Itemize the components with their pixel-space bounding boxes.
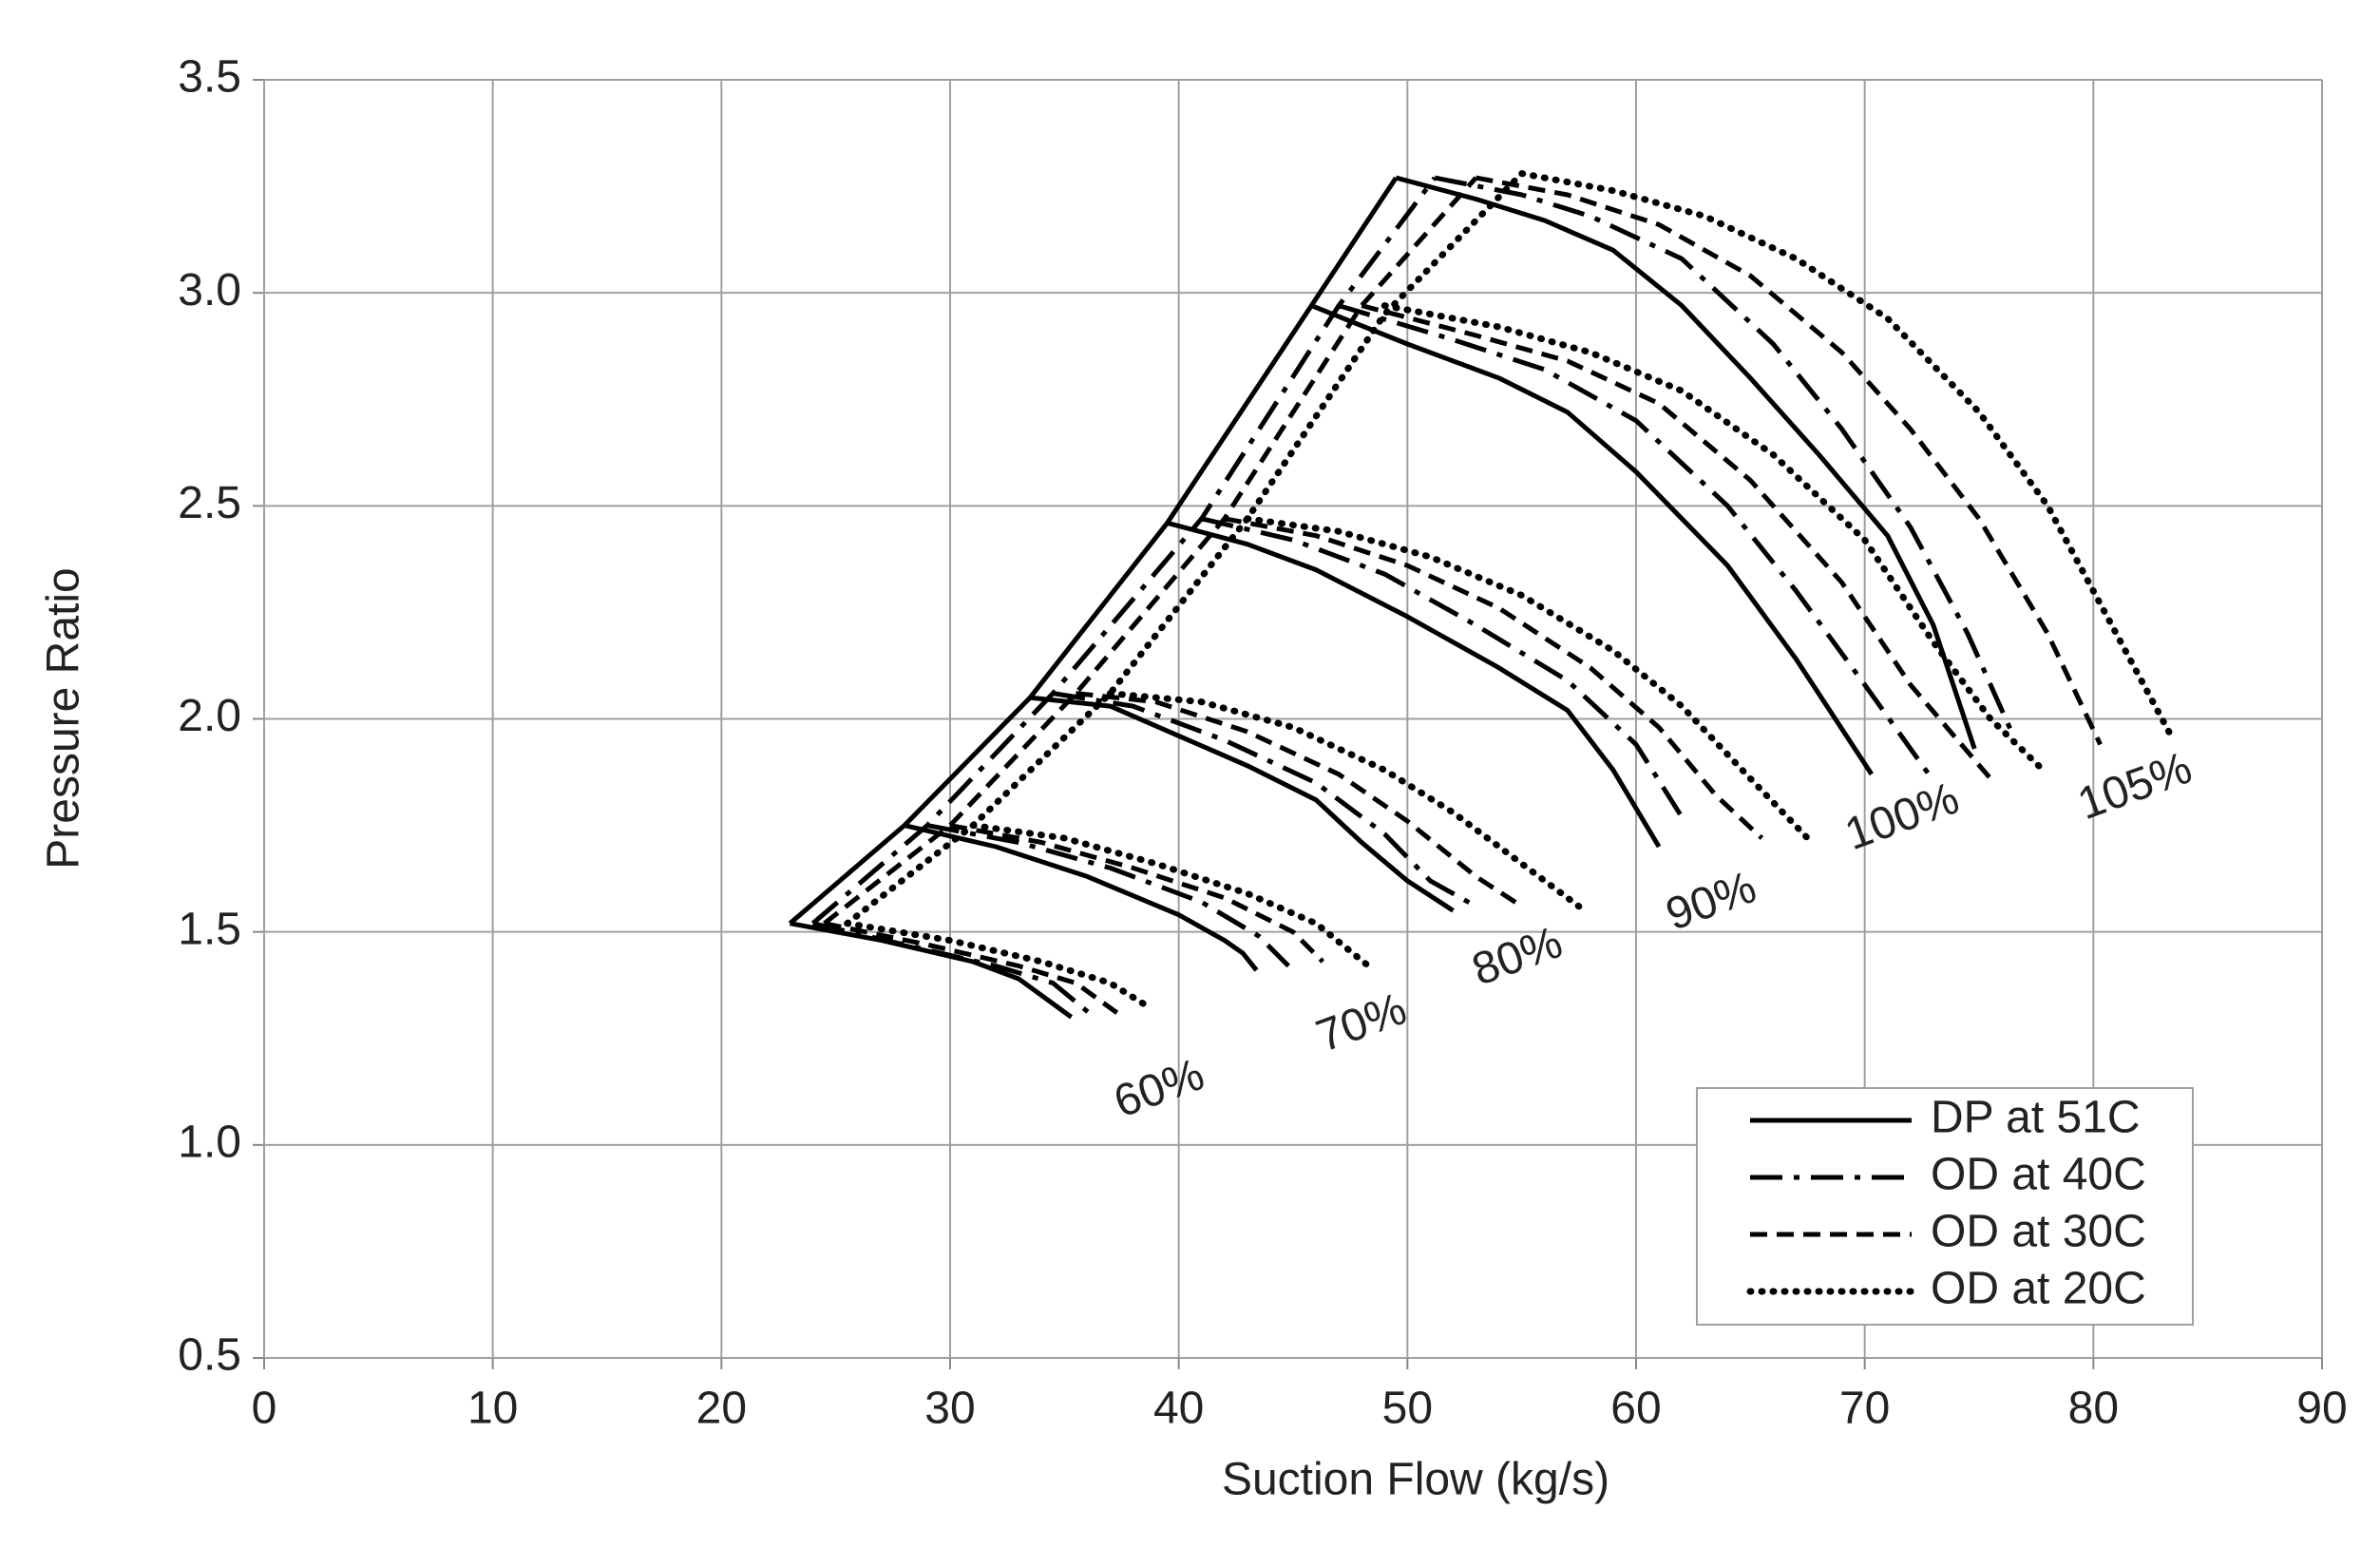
x-axis-label: Suction Flow (kg/s): [1222, 1455, 1609, 1505]
speed-annotation: 100%: [1838, 773, 1965, 860]
y-tick-label: 2.5: [178, 478, 241, 528]
series-line: [823, 175, 2103, 1015]
x-tick-label: 20: [696, 1384, 747, 1434]
legend-label: OD at 40C: [1931, 1150, 2146, 1200]
legend-label: OD at 30C: [1931, 1207, 2146, 1257]
y-axis-label: Pressure Ratio: [39, 567, 89, 869]
legend-label: OD at 20C: [1931, 1264, 2146, 1314]
speed-annotation: 80%: [1466, 917, 1569, 996]
y-tick-label: 3.5: [178, 52, 241, 103]
y-tick-label: 1.0: [178, 1118, 241, 1168]
x-tick-label: 40: [1153, 1384, 1204, 1434]
x-tick-label: 50: [1382, 1384, 1433, 1434]
x-tick-label: 60: [1610, 1384, 1661, 1434]
speed-annotation: 90%: [1660, 862, 1762, 941]
series-line: [788, 175, 1977, 1020]
y-tick-label: 0.5: [178, 1330, 241, 1381]
x-tick-label: 30: [924, 1384, 975, 1434]
x-tick-label: 0: [252, 1384, 277, 1434]
series-line: [844, 170, 2178, 1012]
y-tick-label: 2.0: [178, 691, 241, 741]
legend-box: [1696, 1087, 2194, 1326]
speed-annotation: 70%: [1310, 984, 1413, 1062]
y-tick-label: 1.5: [178, 904, 241, 954]
legend-label: DP at 51C: [1931, 1093, 2141, 1143]
x-tick-label: 10: [467, 1384, 518, 1434]
x-tick-label: 70: [1839, 1384, 1890, 1434]
y-tick-label: 3.0: [178, 265, 241, 315]
speed-annotation: 60%: [1108, 1049, 1210, 1128]
legend: DP at 51C OD at 40C OD at 30C OD at 20C: [1696, 1087, 2194, 1326]
x-tick-label: 80: [2068, 1384, 2119, 1434]
series-line: [810, 175, 2016, 1020]
speed-annotation: 105%: [2071, 742, 2198, 830]
x-tick-label: 90: [2296, 1384, 2347, 1434]
